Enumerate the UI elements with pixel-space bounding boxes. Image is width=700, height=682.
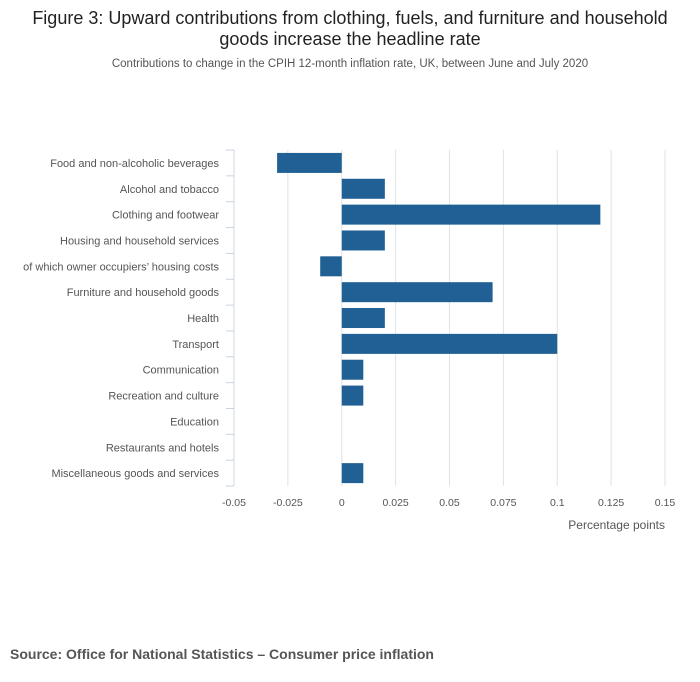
bar: [341, 282, 493, 303]
bar: [320, 256, 342, 277]
bar: [341, 333, 558, 354]
bar: [341, 463, 364, 484]
bar: [341, 308, 385, 329]
category-label: Restaurants and hotels: [106, 442, 220, 454]
category-label: Furniture and household goods: [67, 287, 220, 299]
category-label: Alcohol and tobacco: [120, 184, 219, 196]
x-tick-label: 0: [339, 497, 345, 509]
x-tick-label: -0.05: [222, 497, 246, 509]
category-label: Miscellaneous goods and services: [51, 468, 219, 480]
chart-title: Figure 3: Upward contributions from clot…: [32, 8, 668, 49]
bar: [341, 204, 601, 225]
category-label: Education: [170, 416, 219, 428]
category-label: Communication: [143, 365, 219, 377]
source-note: Source: Office for National Statistics –…: [10, 646, 434, 662]
bar: [341, 230, 385, 251]
x-tick-label: -0.025: [273, 497, 303, 509]
x-axis-label: Percentage points: [568, 518, 665, 532]
x-tick-label: 0.05: [439, 497, 460, 509]
category-label: Health: [187, 313, 219, 325]
category-label: Food and non-alcoholic beverages: [50, 158, 219, 170]
category-label: Transport: [172, 339, 219, 351]
x-tick-label: 0.125: [598, 497, 624, 509]
x-tick-label: 0.025: [382, 497, 408, 509]
bar: [341, 359, 364, 380]
x-tick-label: 0.075: [490, 497, 516, 509]
category-label: Clothing and footwear: [112, 210, 219, 222]
bar: [277, 152, 342, 173]
category-label: Housing and household services: [60, 235, 219, 247]
category-label: of which owner occupiers’ housing costs: [23, 261, 219, 273]
x-tick-label: 0.1: [550, 497, 565, 509]
x-tick-label: 0.15: [655, 497, 676, 509]
chart-subtitle: Contributions to change in the CPIH 12-m…: [111, 58, 589, 70]
category-label: Recreation and culture: [108, 391, 219, 403]
bar: [341, 385, 364, 406]
bar: [341, 178, 385, 199]
